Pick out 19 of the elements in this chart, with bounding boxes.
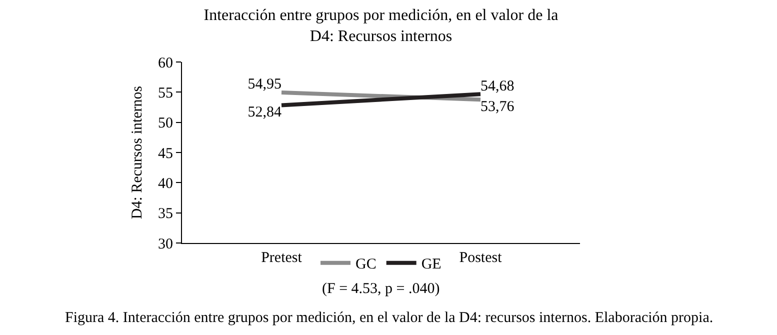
x-tick-label: Pretest bbox=[261, 250, 303, 266]
y-tick-label: 50 bbox=[158, 116, 173, 132]
y-axis-title: D4: Recursos internos bbox=[129, 86, 146, 220]
y-tick-label: 40 bbox=[158, 176, 173, 192]
y-tick-label: 55 bbox=[158, 85, 173, 102]
text: Figura 4. Interacción entre grupos por medición, en el valor de la D4: recursos internos. Elaboración propia. bbox=[65, 310, 714, 326]
y-tick-label: 60 bbox=[158, 55, 173, 72]
data-label: 52,84 bbox=[248, 104, 282, 120]
data-label: 54,68 bbox=[480, 78, 514, 94]
data-label: 53,76 bbox=[480, 98, 515, 115]
chart-title: Interacción entre grupos por medición, en el valor de la D4: Recursos internos bbox=[204, 7, 558, 45]
x-tick-label: Postest bbox=[459, 250, 503, 266]
text: (F = 4.53, p = .040) bbox=[322, 281, 440, 297]
y-tick-label: 45 bbox=[158, 146, 173, 162]
legend-label: GE bbox=[421, 256, 442, 273]
y-tick-label: 30 bbox=[158, 236, 173, 252]
legend-label: GC bbox=[356, 256, 376, 273]
data-label: 54,95 bbox=[248, 76, 282, 93]
y-tick-label: 35 bbox=[158, 206, 173, 222]
